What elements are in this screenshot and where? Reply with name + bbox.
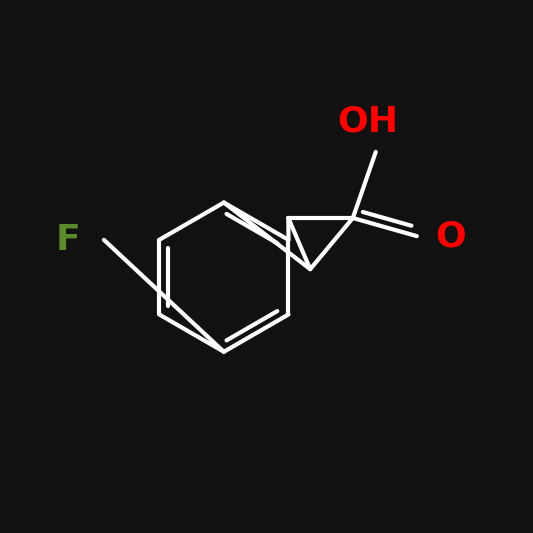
Text: F: F [55, 223, 80, 257]
Text: OH: OH [337, 104, 398, 139]
Text: O: O [435, 219, 466, 253]
